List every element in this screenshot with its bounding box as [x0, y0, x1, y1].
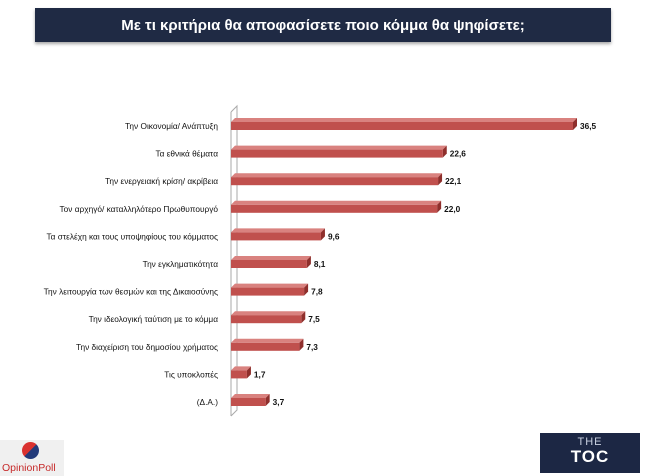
- bar-top-face: [231, 338, 304, 343]
- chart-title: Με τι κριτήρια θα αποφασίσετε ποιο κόμμα…: [35, 8, 611, 42]
- category-label: Την Οικονομία/ Ανάπτυξη: [125, 121, 218, 131]
- category-label: (Δ.Α.): [197, 397, 218, 407]
- bar-chart: Την Οικονομία/ Ανάπτυξη 36,5 Τα εθνικά θέμ…: [44, 104, 597, 417]
- bar-top-face: [231, 200, 442, 205]
- data-label: 7,8: [311, 287, 323, 297]
- opinion-poll-logo-icon: [22, 442, 39, 459]
- category-label: Τα εθνικά θέματα: [155, 149, 218, 159]
- bar-top-face: [231, 311, 306, 316]
- category-label: Τα στελέχη και τους υποψηφίους του κόμμα…: [47, 231, 218, 241]
- category-label: Την ιδεολογική ταύτιση με το κόμμα: [89, 314, 219, 324]
- bar-side-face: [320, 228, 325, 241]
- bar: [231, 232, 321, 241]
- data-label: 22,1: [445, 176, 462, 186]
- bar: [231, 177, 439, 186]
- category-label: Την λειτουργία των θεσμών και της Δικαιο…: [44, 287, 218, 297]
- bar-top-face: [231, 145, 447, 150]
- bar: [231, 315, 302, 324]
- bar-side-face: [438, 173, 443, 186]
- the-toc-logo-toc: TOC: [570, 447, 610, 466]
- bar-side-face: [442, 145, 447, 158]
- data-label: 3,7: [273, 397, 285, 407]
- bar: [231, 370, 247, 379]
- bar-side-face: [246, 366, 251, 379]
- bar: [231, 342, 300, 351]
- category-label: Την ενεργειακή κρίση/ ακρίβεια: [105, 176, 218, 186]
- data-label: 36,5: [580, 121, 597, 131]
- bar-top-face: [231, 118, 577, 122]
- bar-top-face: [231, 256, 311, 260]
- bar: [231, 287, 305, 296]
- the-toc-logo: THE TOC: [540, 433, 640, 473]
- bar-side-face: [299, 338, 304, 351]
- category-label: Τον αρχηγό/ καταλληλότερο Πρωθυπουργό: [59, 204, 218, 214]
- the-toc-logo-the: THE: [577, 436, 603, 448]
- bar-side-face: [437, 200, 442, 213]
- bar-top-face: [231, 394, 270, 398]
- data-label: 22,6: [450, 149, 467, 159]
- bar-side-face: [306, 256, 311, 268]
- bar: [231, 122, 573, 130]
- bar-top-face: [231, 366, 251, 371]
- bar-side-face: [304, 283, 309, 296]
- category-label: Την εγκληματικότητα: [143, 259, 219, 269]
- bar: [231, 149, 443, 158]
- data-label: 8,1: [314, 259, 326, 269]
- bar-side-face: [301, 311, 306, 324]
- bar-side-face: [265, 394, 270, 406]
- data-label: 22,0: [444, 204, 461, 214]
- opinion-poll-logo: OpinionPoll: [0, 440, 64, 476]
- bar-top-face: [231, 228, 325, 233]
- bar-side-face: [573, 118, 577, 130]
- bar: [231, 204, 438, 213]
- bar-top-face: [231, 283, 309, 288]
- bar-top-face: [231, 173, 443, 178]
- opinion-poll-logo-text: OpinionPoll: [2, 462, 56, 474]
- category-label: Την διαχείριση του δημοσίου χρήματος: [76, 342, 218, 352]
- data-label: 1,7: [254, 369, 266, 379]
- category-label: Τις υποκλοπές: [164, 369, 218, 379]
- data-label: 9,6: [328, 231, 340, 241]
- bar: [231, 398, 266, 406]
- data-label: 7,3: [306, 342, 318, 352]
- data-label: 7,5: [308, 314, 320, 324]
- bar: [231, 260, 307, 268]
